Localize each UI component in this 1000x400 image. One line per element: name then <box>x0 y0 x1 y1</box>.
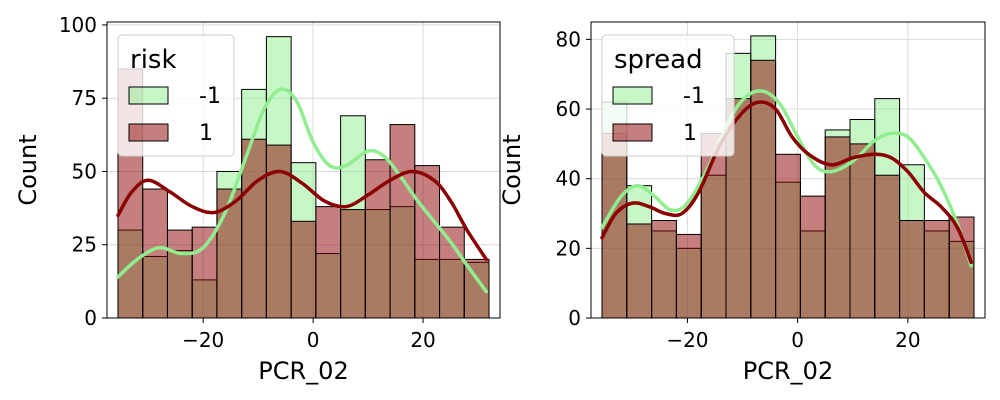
histogram-bar <box>849 143 876 319</box>
histogram-bar <box>651 219 677 319</box>
legend-label: -1 <box>683 84 705 109</box>
x-tick-label: −20 <box>666 328 708 352</box>
y-axis-ticks: 0 25 50 75 100 <box>59 13 107 330</box>
y-tick-label: 60 <box>556 97 581 121</box>
x-axis-ticks: −20 0 20 <box>182 318 436 352</box>
y-tick-label: 100 <box>59 13 97 37</box>
y-axis-ticks: 0 20 40 60 80 <box>556 27 591 330</box>
y-axis-label: Count <box>498 134 526 205</box>
legend-title: risk <box>130 45 177 75</box>
histogram-bar <box>315 206 342 319</box>
x-tick-label: 20 <box>895 328 920 352</box>
histogram-bar <box>750 59 777 319</box>
histogram-bar <box>899 219 925 319</box>
kde-line-0 <box>116 87 489 294</box>
histogram-bar <box>626 223 653 319</box>
histogram-bar <box>700 132 727 319</box>
kde-line-1 <box>600 100 973 265</box>
y-tick-label: 75 <box>72 86 97 110</box>
histogram-bar <box>675 233 702 319</box>
histogram-bar <box>923 219 950 319</box>
histogram-bar <box>414 165 441 319</box>
histogram-bar <box>191 226 218 319</box>
y-tick-label: 0 <box>84 306 97 330</box>
legend: spread -1 1 <box>601 34 735 157</box>
histogram-bar <box>799 195 826 319</box>
legend-swatch <box>128 86 169 105</box>
histogram-bar <box>601 132 628 319</box>
x-tick-label: −20 <box>182 328 224 352</box>
histogram-bar <box>241 138 267 319</box>
y-tick-label: 50 <box>72 159 97 183</box>
y-tick-label: 0 <box>568 306 581 330</box>
legend-label: 1 <box>199 121 213 146</box>
chart-panel-1: −20 0 20 0 25 50 75 100 PCR_02 Count risk -1 1 <box>14 13 501 385</box>
histogram-bar <box>290 220 317 319</box>
x-axis-label: PCR_02 <box>258 357 348 385</box>
histogram-bar <box>389 124 416 319</box>
legend-title: spread <box>614 45 703 75</box>
x-axis-ticks: −20 0 20 <box>666 318 921 352</box>
legend-swatch <box>612 123 653 142</box>
kde-line-1 <box>116 169 489 262</box>
y-tick-label: 20 <box>556 236 581 260</box>
histogram-bar <box>216 188 243 319</box>
legend-label: -1 <box>199 84 221 109</box>
y-tick-label: 80 <box>556 27 581 51</box>
legend-swatch <box>612 86 653 105</box>
histogram-bar <box>874 174 901 319</box>
x-axis-label: PCR_02 <box>743 357 833 385</box>
histogram-bar <box>775 153 801 319</box>
legend-swatch <box>128 123 169 142</box>
y-tick-label: 25 <box>72 233 97 257</box>
y-tick-label: 40 <box>556 167 581 191</box>
x-tick-label: 0 <box>307 328 320 352</box>
legend: risk -1 1 <box>117 34 235 157</box>
chart-panel-2: −20 0 20 0 20 40 60 80 PCR_02 Count spread -1 1 <box>498 21 986 385</box>
x-tick-label: 0 <box>791 328 804 352</box>
y-axis-label: Count <box>14 134 42 205</box>
histogram-bar <box>340 209 366 319</box>
legend-label: 1 <box>683 121 697 146</box>
histogram-bar <box>166 229 193 319</box>
axes-frame <box>106 21 501 319</box>
kde-line-0 <box>600 89 973 268</box>
x-tick-label: 20 <box>410 328 435 352</box>
axes-frame <box>590 21 986 319</box>
